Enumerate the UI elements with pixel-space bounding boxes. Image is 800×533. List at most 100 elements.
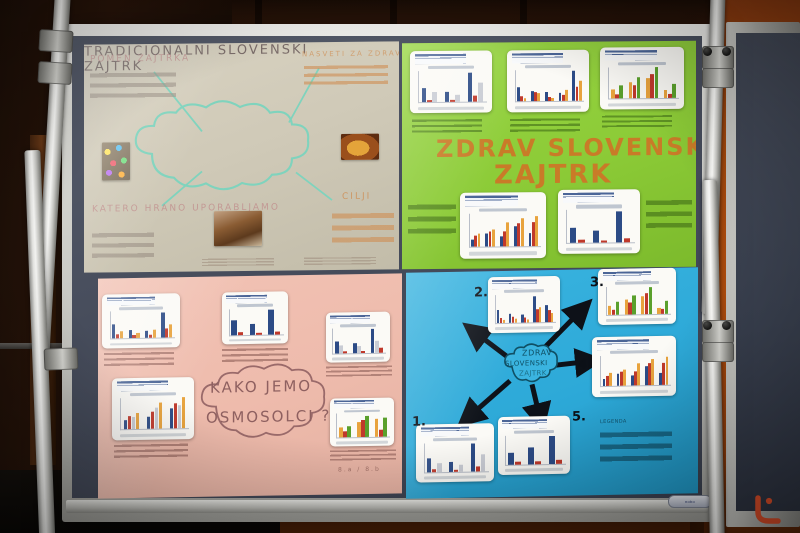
chart-card-p3[interactable] bbox=[326, 311, 390, 363]
dark-board-face[interactable] bbox=[736, 33, 800, 511]
chart-axis-labels bbox=[495, 326, 553, 331]
mobile-whiteboard[interactable]: nobo TRADICIONALNI SLOVENSKI ZAJTRK POME… bbox=[62, 24, 712, 522]
chart-bar bbox=[146, 416, 150, 429]
chart-card-g1[interactable] bbox=[410, 50, 492, 114]
right-pole-clamp-top-band[interactable] bbox=[702, 68, 734, 88]
beige-paragraph-bottom-right bbox=[332, 207, 394, 249]
y-axis bbox=[418, 70, 420, 104]
pink-note-3 bbox=[326, 363, 392, 379]
chart-bar bbox=[379, 347, 383, 353]
chart-axis-labels bbox=[109, 341, 173, 346]
beige-heading-top-right: NASVETI ZA ZDRAV ZAJTRK bbox=[302, 49, 399, 59]
chart-axis-labels bbox=[332, 356, 384, 361]
chart-bar bbox=[365, 415, 369, 438]
poster-beige[interactable]: TRADICIONALNI SLOVENSKI ZAJTRK POMEN ZAJ… bbox=[84, 41, 399, 273]
arrow-to-chart-1 bbox=[456, 378, 512, 428]
y-axis bbox=[109, 311, 111, 340]
chart-card-p5[interactable] bbox=[330, 397, 394, 447]
chart-bar bbox=[672, 83, 676, 99]
green-note-1 bbox=[412, 116, 482, 136]
chart-bar bbox=[161, 312, 165, 338]
chart-axis-labels bbox=[468, 251, 538, 256]
chart-axis-labels bbox=[505, 468, 563, 473]
beige-heading-top-left: POMEN ZAJTRKA bbox=[90, 53, 191, 65]
pole-clamp-top[interactable] bbox=[38, 29, 74, 53]
chart-bar bbox=[432, 92, 437, 103]
chart-card-b1[interactable] bbox=[416, 423, 494, 483]
chart-bar bbox=[592, 230, 600, 243]
chart-bar bbox=[515, 461, 522, 465]
beige-paragraph-bottom-left bbox=[92, 227, 154, 263]
chart-card-b4[interactable] bbox=[592, 335, 676, 398]
chart-bar bbox=[615, 211, 623, 243]
chart-title bbox=[503, 289, 545, 294]
chart-plot-area bbox=[605, 286, 672, 317]
chart-bar bbox=[383, 417, 387, 438]
whiteboard-pen-tray bbox=[66, 500, 708, 513]
chart-plot-area bbox=[566, 210, 636, 244]
chart-card-p1[interactable] bbox=[102, 293, 180, 349]
chart-data-table bbox=[106, 296, 156, 306]
chart-bar bbox=[623, 369, 626, 387]
clamp-knob-tl bbox=[703, 47, 712, 56]
pink-title-line2: OSMOSOLCI ? bbox=[206, 406, 332, 427]
chart-card-b5[interactable] bbox=[498, 415, 570, 476]
chart-bar bbox=[641, 296, 645, 315]
chart-card-b3[interactable] bbox=[598, 267, 676, 326]
chart-title bbox=[610, 350, 658, 355]
chart-bar bbox=[169, 408, 173, 429]
chart-bar bbox=[551, 97, 554, 102]
pink-note-1 bbox=[104, 349, 174, 369]
chart-card-g4[interactable] bbox=[460, 192, 546, 259]
pink-note-4 bbox=[114, 441, 188, 461]
breakfast-table-photo bbox=[214, 210, 262, 247]
chart-data-table bbox=[492, 279, 537, 289]
beige-paragraph-top-left bbox=[90, 67, 176, 103]
chart-card-p4[interactable] bbox=[112, 376, 194, 441]
chart-card-g2[interactable] bbox=[507, 49, 589, 113]
chart-bar bbox=[335, 341, 339, 354]
chart-bar bbox=[548, 435, 555, 464]
chart-title bbox=[119, 306, 163, 310]
chart-card-g5[interactable] bbox=[558, 189, 640, 254]
chart-bar bbox=[612, 309, 616, 315]
pole-clamp-lower[interactable] bbox=[43, 347, 79, 371]
y-axis bbox=[120, 398, 122, 431]
chart-card-p2[interactable] bbox=[222, 291, 288, 345]
chart-bar bbox=[502, 319, 506, 323]
chart-card-b2[interactable] bbox=[488, 275, 560, 334]
pole-clamp-upper[interactable] bbox=[37, 61, 73, 85]
chart-bar bbox=[339, 427, 343, 438]
chart-data-table bbox=[465, 195, 519, 207]
poster-blue[interactable]: ZDRAV SLOVENSKI ZAJTRK 2. 3. 4. 1. 5. LE… bbox=[406, 267, 698, 499]
clamp-knob-bl bbox=[703, 321, 712, 330]
chart-bar bbox=[537, 93, 541, 102]
chart-bar bbox=[116, 334, 120, 339]
chart-bar bbox=[150, 412, 155, 429]
right-pole-clamp-bottom-band[interactable] bbox=[702, 342, 734, 362]
chart-bar bbox=[555, 459, 562, 464]
chart-title bbox=[615, 281, 659, 286]
y-axis bbox=[608, 67, 610, 100]
chart-axis-labels bbox=[336, 440, 388, 445]
chart-bar bbox=[437, 462, 442, 472]
arrow-to-chart-5 bbox=[521, 383, 552, 433]
chart-bar bbox=[615, 301, 620, 315]
chart-axis-labels bbox=[120, 432, 186, 438]
chart-bar bbox=[127, 416, 132, 430]
chart-card-g3[interactable] bbox=[600, 46, 684, 110]
chart-bar bbox=[343, 351, 347, 354]
blue-legend-entries bbox=[600, 425, 672, 468]
chart-bar bbox=[624, 299, 628, 315]
chart-bar bbox=[432, 469, 437, 473]
chart-plot-area bbox=[109, 311, 176, 340]
chart-bar bbox=[449, 99, 455, 102]
chart-bar bbox=[551, 313, 554, 323]
y-axis bbox=[332, 328, 334, 355]
chart-bar bbox=[528, 447, 535, 465]
poster-pink[interactable]: KAKO JEMO OSMOSOLCI ? 8.a / 8.b bbox=[98, 273, 402, 499]
chart-axis-labels bbox=[600, 389, 668, 395]
chart-bar bbox=[448, 462, 454, 472]
chart-bar bbox=[158, 402, 163, 429]
poster-green[interactable]: ZDRAV SLOVENSKI ZAJTRK bbox=[402, 40, 696, 270]
